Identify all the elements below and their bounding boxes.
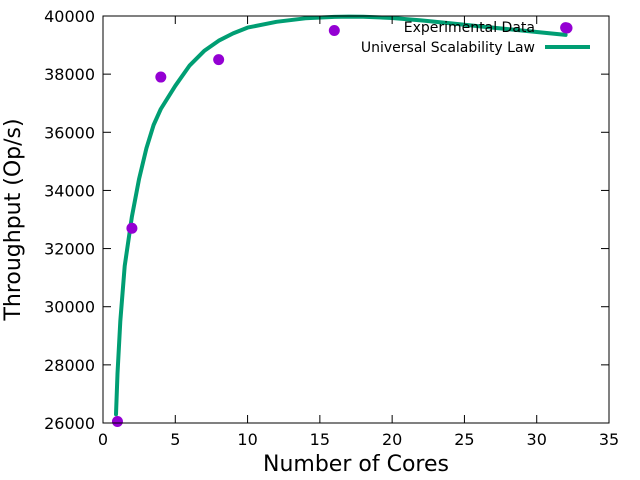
plot-frame <box>102 15 610 424</box>
y-tick-label: 30000 <box>44 298 95 317</box>
data-point <box>126 222 138 234</box>
x-tick-label: 15 <box>310 430 330 449</box>
legend-label-experimental: Experimental Data <box>404 20 535 36</box>
data-point <box>328 25 340 37</box>
experimental-points-layer <box>111 22 572 428</box>
data-point <box>213 54 225 66</box>
x-tick-label: 5 <box>170 430 180 449</box>
y-tick-label: 26000 <box>44 414 95 433</box>
x-tick-label: 35 <box>599 430 619 449</box>
x-tick-label: 30 <box>527 430 547 449</box>
data-point <box>155 71 167 83</box>
y-tick-label: 28000 <box>44 356 95 375</box>
y-tick-label: 38000 <box>44 65 95 84</box>
legend-label-usl: Universal Scalability Law <box>361 40 535 56</box>
y-tick-label: 34000 <box>44 181 95 200</box>
legend: Experimental Data Universal Scalability … <box>361 20 590 56</box>
y-tick-label: 40000 <box>44 7 95 26</box>
x-tick-label: 25 <box>454 430 474 449</box>
ticks-layer: 0 5 10 15 20 25 30 35 26000 28000 30000 32000 34000 3… <box>44 7 619 449</box>
data-point <box>111 416 123 428</box>
legend-marker-experimental <box>561 22 573 34</box>
usl-curve <box>114 14 568 417</box>
usl-curve-layer <box>114 14 568 417</box>
x-tick-label: 10 <box>237 430 257 449</box>
y-tick-label: 36000 <box>44 123 95 142</box>
y-tick-label: 32000 <box>44 240 95 259</box>
x-tick-label: 0 <box>98 430 108 449</box>
x-tick-label: 20 <box>382 430 402 449</box>
y-axis-label: Throughput (Op/s) <box>1 118 26 321</box>
x-axis-label: Number of Cores <box>263 452 449 477</box>
